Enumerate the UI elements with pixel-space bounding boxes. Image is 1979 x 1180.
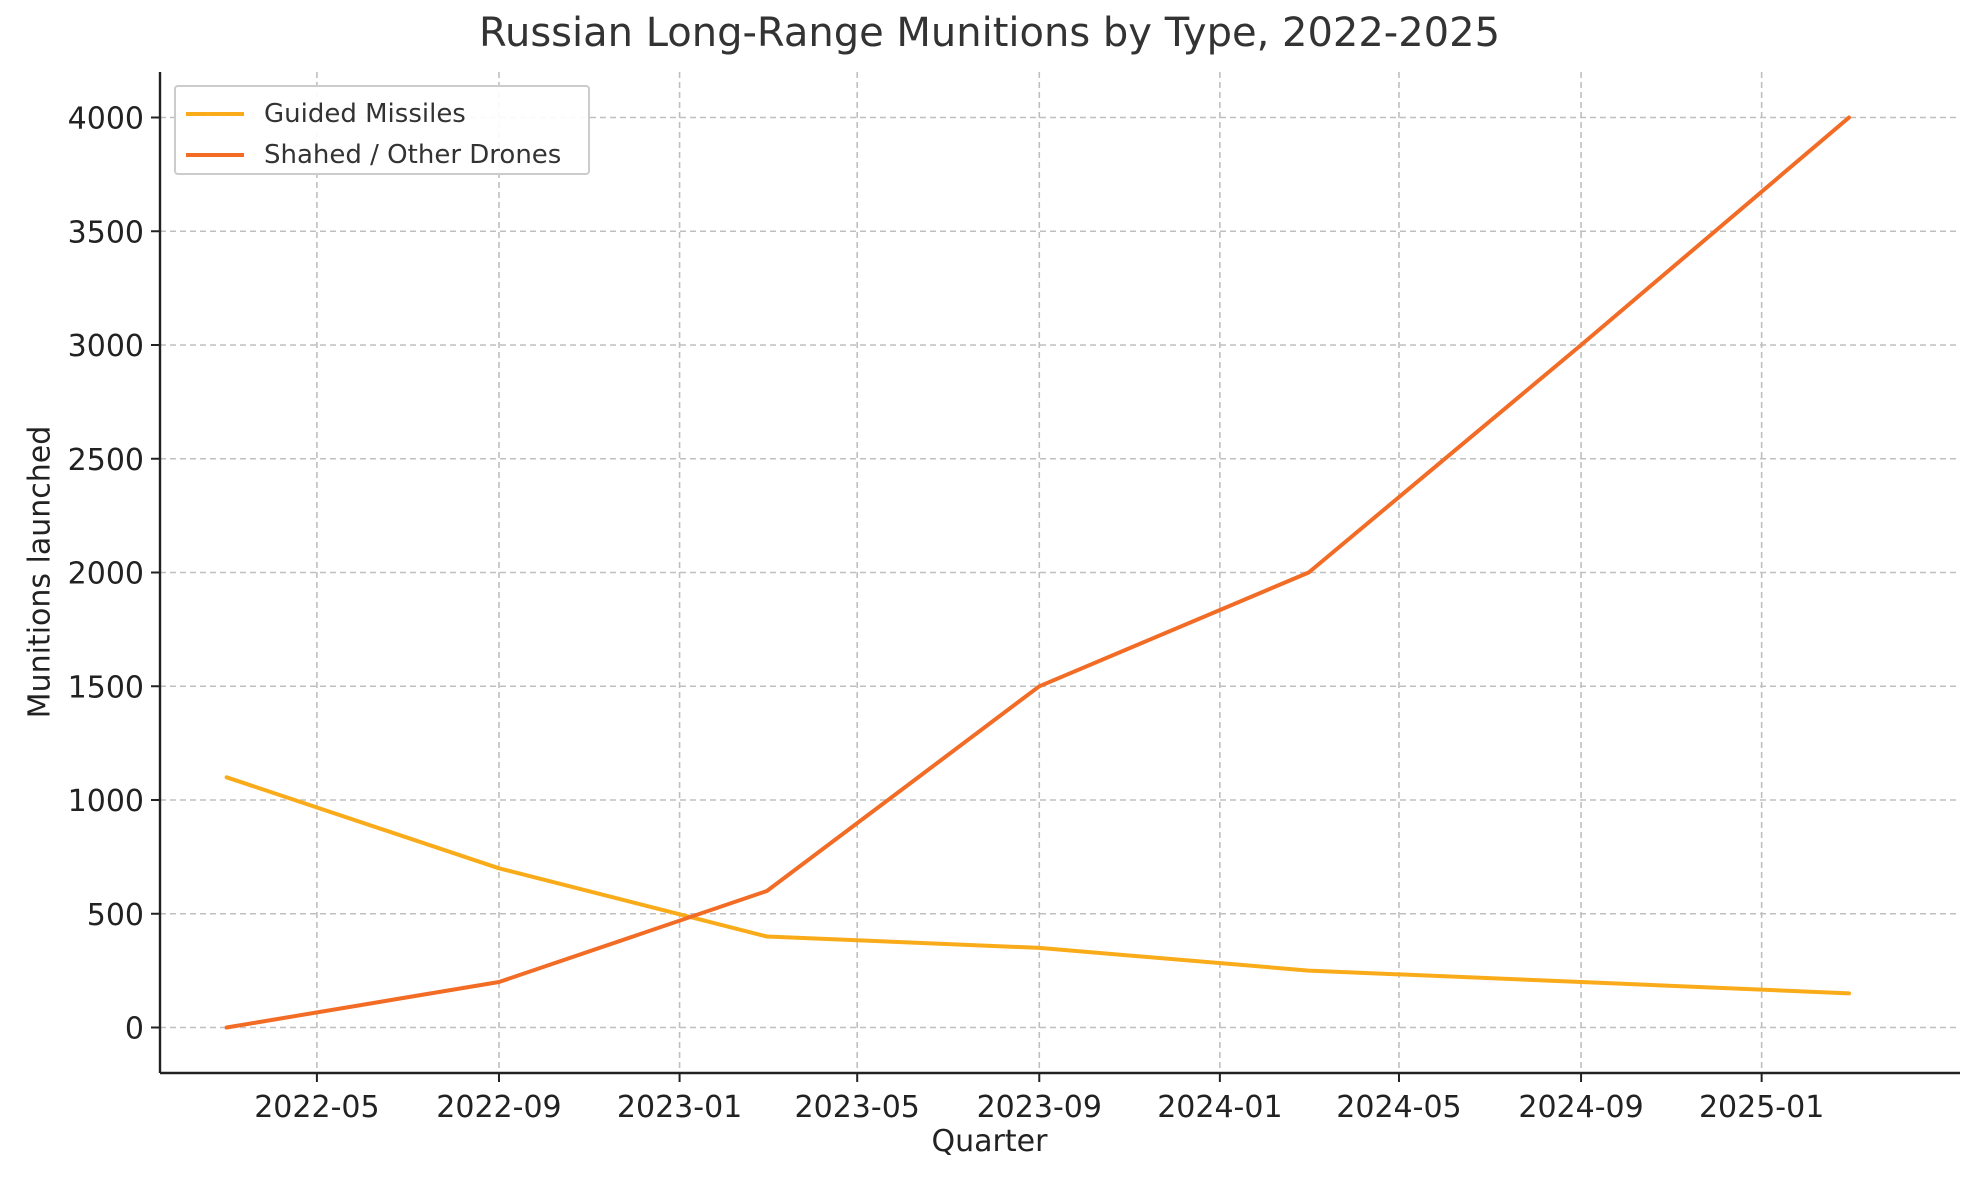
legend-swatch-guided-missiles	[186, 112, 244, 116]
x-axis-label: Quarter	[931, 1124, 1048, 1159]
y-tick-label: 3000	[68, 329, 144, 364]
axes	[151, 72, 1960, 1082]
y-tick-label: 2000	[68, 557, 144, 592]
legend-swatch-shahed-drones	[186, 153, 244, 157]
legend-label-shahed-drones: Shahed / Other Drones	[264, 140, 562, 170]
gridlines	[160, 72, 1960, 1073]
series-line-shahed-other-drones	[224, 115, 1851, 1030]
series-line-guided-missiles	[224, 775, 1851, 996]
x-tick-label: 2022-05	[254, 1090, 379, 1125]
series-lines	[224, 115, 1851, 1030]
x-tick-label: 2023-09	[977, 1090, 1102, 1125]
y-tick-label: 2500	[68, 443, 144, 478]
legend: Guided Missiles Shahed / Other Drones	[174, 85, 590, 175]
y-tick-label: 500	[87, 898, 144, 933]
x-tick-label: 2022-09	[436, 1090, 561, 1125]
x-tick-label: 2025-01	[1699, 1090, 1824, 1125]
chart-title: Russian Long-Range Munitions by Type, 20…	[478, 10, 1501, 56]
tick-labels: 0 500 1000 1500 2000 2500 3000 3500 4000 2022-05 2…	[68, 102, 1825, 1126]
legend-item-shahed-drones: Shahed / Other Drones	[186, 138, 561, 172]
y-tick-label: 0	[125, 1012, 144, 1047]
y-axis-label: Munitions launched	[22, 425, 58, 719]
y-tick-label: 1000	[68, 784, 144, 819]
x-tick-label: 2024-01	[1157, 1090, 1282, 1125]
x-tick-label: 2024-05	[1336, 1090, 1461, 1125]
x-tick-label: 2024-09	[1518, 1090, 1643, 1125]
x-tick-label: 2023-05	[795, 1090, 920, 1125]
y-tick-label: 3500	[68, 215, 144, 250]
y-tick-label: 4000	[68, 102, 144, 137]
x-tick-label: 2023-01	[617, 1090, 742, 1125]
y-tick-label: 1500	[68, 670, 144, 705]
legend-item-guided-missiles: Guided Missiles	[186, 97, 466, 131]
legend-label-guided-missiles: Guided Missiles	[264, 99, 466, 129]
